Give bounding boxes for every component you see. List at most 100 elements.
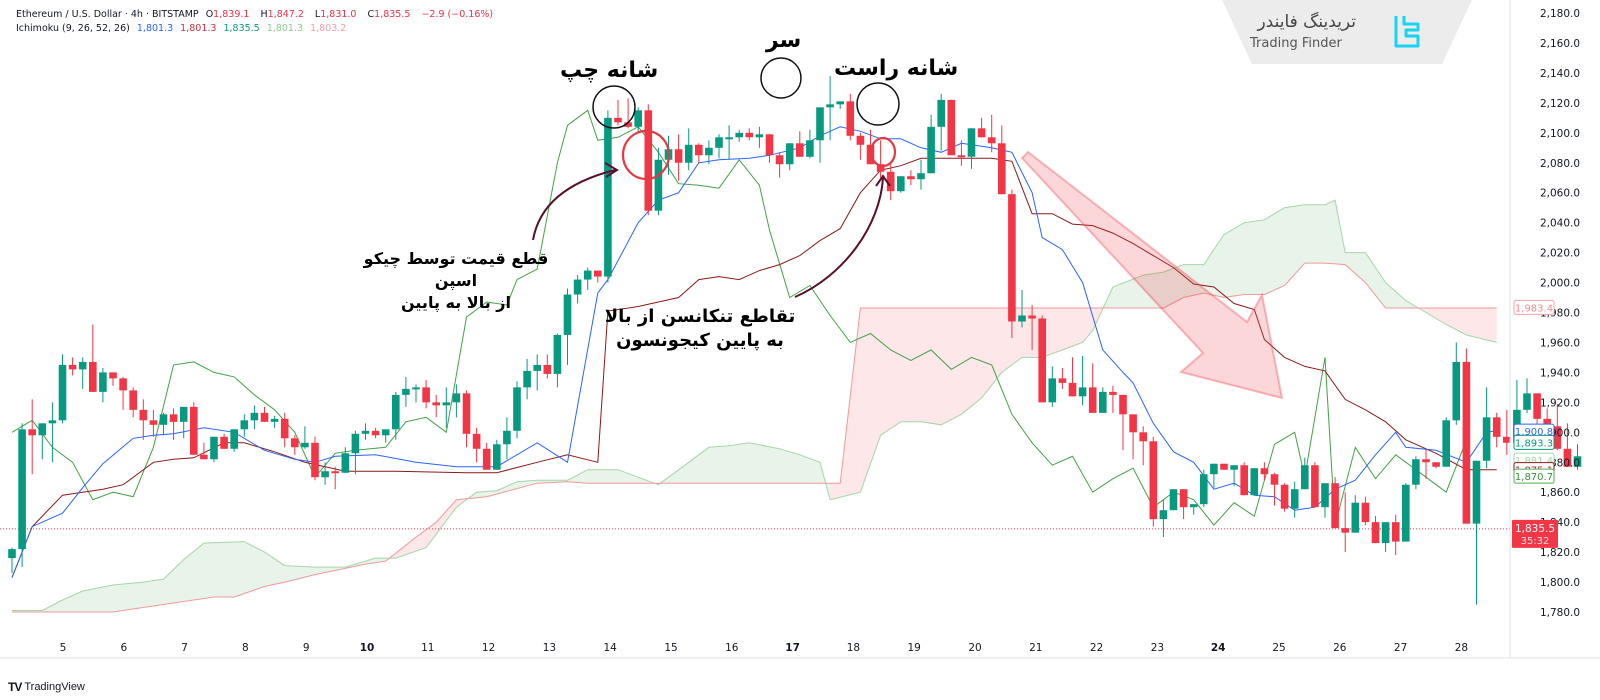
candle	[594, 270, 602, 283]
tradingview-logo[interactable]: TV TradingView	[8, 680, 85, 694]
time-axis[interactable]: 5 6 7 8 9 10 11 12 13 14 15 16 17 18 19 20 21 22 23 24 25 26 2…	[0, 642, 1600, 659]
time-tick-label: 11	[421, 642, 434, 654]
candle	[715, 134, 723, 159]
candle-body	[351, 433, 360, 454]
cloud-segment	[890, 308, 901, 429]
candle-body	[725, 137, 733, 140]
candle-body	[553, 334, 562, 374]
cloud-segment	[92, 587, 103, 612]
cloud-segment	[708, 446, 719, 484]
candle-body	[432, 402, 440, 406]
cloud-segment	[1011, 308, 1022, 365]
candle-body	[1169, 489, 1178, 511]
candle	[765, 134, 774, 163]
candle	[462, 390, 471, 448]
cloud-segment	[749, 442, 760, 484]
candle-body	[331, 471, 339, 474]
candle	[361, 423, 370, 440]
candle-body	[977, 128, 986, 138]
price-tick-label: 2,100.0	[1540, 128, 1580, 140]
cloud-segment	[1112, 283, 1123, 309]
cloud-segment	[113, 584, 124, 612]
head-circle-icon	[760, 57, 802, 99]
candle-body	[1048, 378, 1057, 403]
candle-body	[1371, 522, 1380, 544]
cloud-segment	[133, 582, 144, 610]
candle	[402, 376, 410, 407]
candle-body	[1533, 393, 1541, 419]
arrow-head-icon	[604, 162, 619, 178]
cloud-segment	[1304, 204, 1315, 264]
chart-legend: Ethereum / U.S. Dollar · 4h · BITSTAMP O…	[16, 8, 497, 36]
cloud-segment	[1264, 213, 1275, 295]
candle	[876, 140, 885, 178]
candle	[826, 75, 834, 141]
cloud-segment	[1072, 308, 1083, 347]
candle	[1321, 483, 1329, 518]
symbol-title[interactable]: Ethereum / U.S. Dollar · 4h · BITSTAMP	[16, 9, 199, 20]
indicator-title[interactable]: Ichimoku (9, 26, 52, 26)	[16, 23, 130, 34]
candle-body	[1230, 465, 1238, 470]
cloud-segment	[1294, 204, 1305, 275]
candle-body	[371, 430, 380, 436]
candle-body	[876, 164, 885, 172]
candle-body	[1381, 522, 1390, 544]
price-badge-box	[1513, 468, 1555, 484]
candle-body	[68, 364, 77, 370]
chikou-cross-note: قطع قیمت توسط چیکو اسپن از بالا به پایین	[346, 248, 566, 314]
plot-area	[0, 0, 1510, 658]
cloud-segment	[698, 447, 709, 484]
candle	[1311, 462, 1319, 508]
candle-body	[200, 454, 208, 460]
candle	[1432, 462, 1440, 469]
candle-body	[684, 144, 693, 163]
candle	[836, 101, 844, 109]
candle-body	[957, 155, 966, 158]
candle-body	[513, 387, 521, 431]
time-tick-label: 7	[181, 642, 188, 654]
candle-body	[8, 549, 16, 559]
cloud-segment	[678, 462, 689, 484]
cloud-segment	[597, 469, 608, 484]
time-tick-label: 10	[360, 642, 375, 654]
candle	[169, 408, 178, 440]
candle	[1452, 342, 1461, 425]
candle-body	[1422, 459, 1430, 463]
time-tick-label: 18	[847, 642, 860, 654]
cloud-segment	[82, 589, 93, 612]
price-axis[interactable]: 2,180.0 2,160.0 2,140.0 2,120.0 2,100.0 2,080…	[1509, 0, 1580, 658]
candle-body	[1270, 474, 1279, 485]
candle-body	[240, 420, 249, 430]
candle	[1109, 385, 1117, 413]
candle-body	[1240, 465, 1248, 496]
candle	[684, 128, 693, 171]
candle-body	[1452, 361, 1461, 421]
candle	[1088, 363, 1097, 413]
time-tick-label: 21	[1029, 642, 1042, 654]
cloud-segment	[214, 542, 225, 598]
cloud-segment	[1022, 308, 1033, 358]
cloud-segment	[1224, 228, 1235, 298]
price-badge: 1,870.7	[1513, 468, 1555, 484]
cloud-segment	[183, 551, 194, 602]
kijun-value: 1,801.3	[180, 23, 217, 34]
candle	[846, 93, 855, 141]
time-tick-label: 25	[1272, 642, 1285, 654]
candle-body	[1311, 465, 1319, 508]
candle	[1492, 412, 1501, 448]
candle	[371, 427, 380, 439]
candle-body	[1290, 489, 1299, 509]
candle	[68, 357, 77, 376]
high-value: 1,847.2	[267, 9, 304, 20]
candle	[139, 399, 148, 440]
candle-body	[1149, 441, 1158, 520]
candle-body	[159, 414, 168, 425]
price-tick-label: 2,080.0	[1540, 158, 1580, 170]
cloud-segment	[1355, 252, 1366, 283]
time-tick-label: 5	[60, 642, 67, 654]
candle-body	[210, 436, 218, 460]
cloud-segment	[234, 541, 245, 598]
cloud-segment	[1001, 308, 1012, 373]
candle	[1119, 394, 1127, 451]
